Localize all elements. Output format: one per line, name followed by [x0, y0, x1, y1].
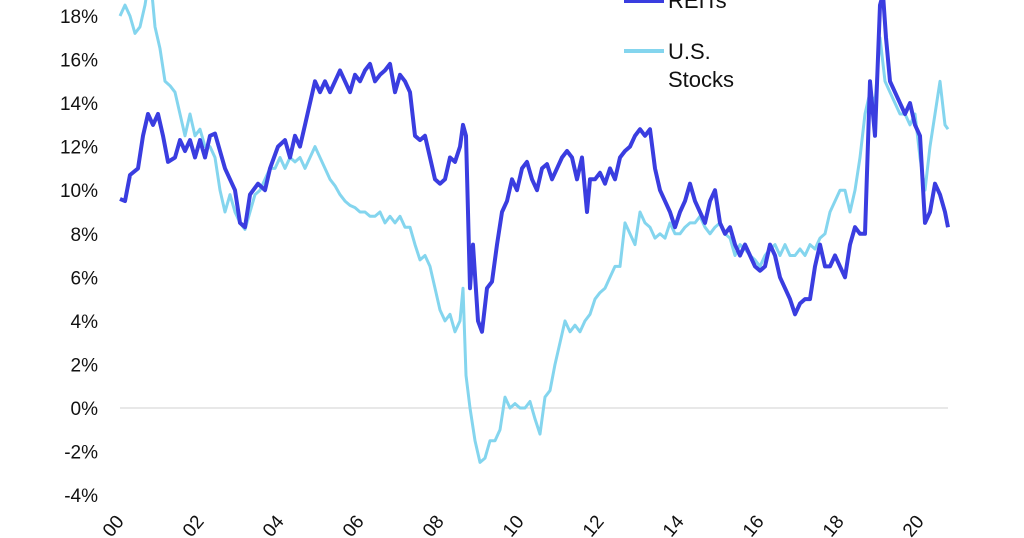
x-tick-label: 18 [819, 512, 849, 538]
x-tick-label: 20 [899, 512, 929, 538]
x-tick-label: 06 [339, 512, 369, 538]
legend-label-us-stocks-line2: Stocks [668, 67, 734, 92]
x-axis-ticks: 00 02 04 06 08 10 12 14 16 18 20 [99, 511, 929, 538]
x-tick-label: 02 [179, 512, 209, 538]
series-line-reits [119, 0, 950, 334]
y-tick-label: 18% [60, 7, 98, 28]
legend-label-reits: REITs [668, 0, 727, 13]
series-line-us-stocks [118, 0, 950, 464]
x-tick-label: 08 [419, 512, 449, 538]
y-tick-label: 14% [60, 94, 98, 115]
legend: REITs U.S. Stocks [624, 0, 734, 92]
y-tick-label: 6% [71, 268, 99, 289]
x-tick-label: 04 [259, 511, 289, 538]
y-tick-label: 10% [60, 181, 98, 202]
x-tick-label: 00 [99, 512, 129, 538]
x-tick-label: 10 [499, 512, 529, 538]
series-group [118, 0, 950, 464]
y-tick-label: -2% [64, 443, 98, 464]
y-tick-label: 2% [71, 355, 99, 376]
x-tick-label: 12 [579, 512, 609, 538]
y-tick-label: 4% [71, 312, 99, 333]
y-tick-label: -4% [64, 486, 98, 507]
y-tick-label: 16% [60, 51, 98, 72]
x-tick-label: 16 [739, 512, 769, 538]
legend-label-us-stocks-line1: U.S. [668, 39, 711, 64]
y-axis-ticks: 18% 16% 14% 12% 10% 8% 6% 4% 2% 0% -2% -4% [60, 7, 98, 507]
y-tick-label: 0% [71, 399, 99, 420]
y-tick-label: 12% [60, 138, 98, 159]
y-tick-label: 8% [71, 225, 99, 246]
x-tick-label: 14 [659, 511, 689, 538]
